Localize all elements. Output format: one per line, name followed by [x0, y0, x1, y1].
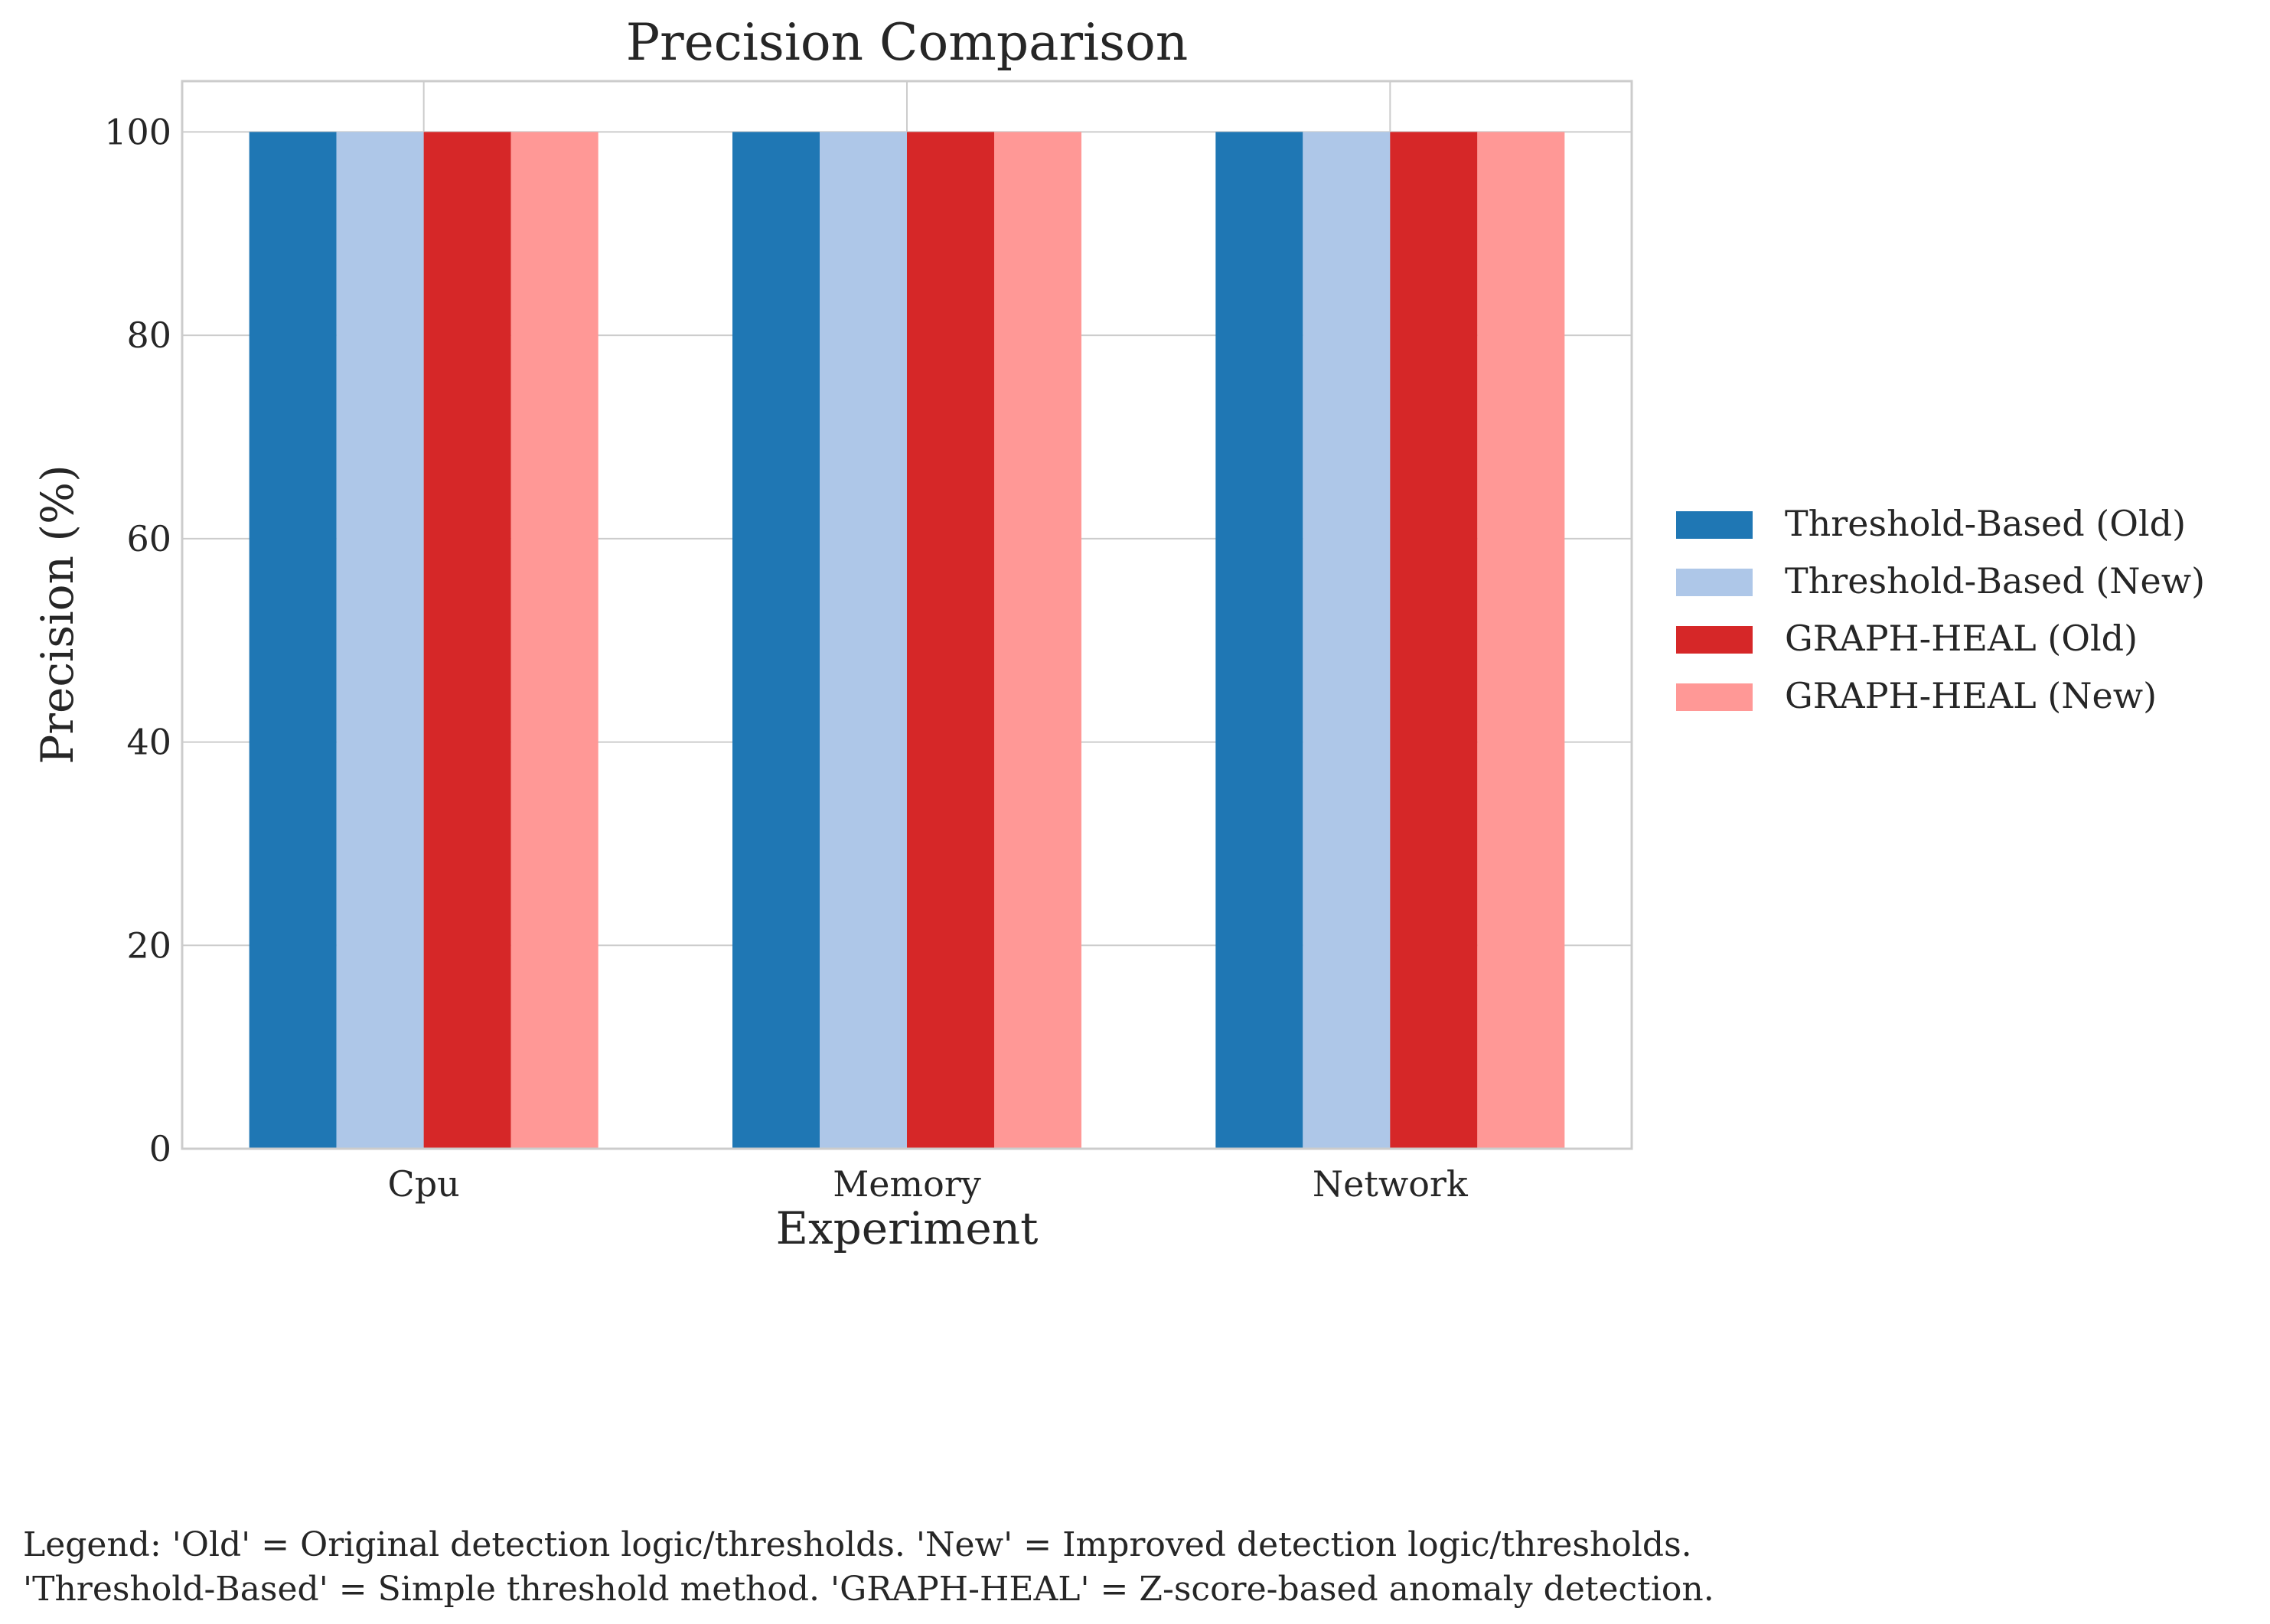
legend-label: Threshold-Based (New) [1785, 560, 2205, 602]
x-tick-label: Network [1313, 1163, 1469, 1205]
bar [249, 132, 337, 1149]
legend-swatch [1676, 569, 1753, 596]
y-tick-label: 40 [126, 722, 171, 763]
legend-label: GRAPH-HEAL (Old) [1785, 618, 2138, 659]
y-tick-label: 60 [126, 518, 171, 559]
y-tick-label: 80 [126, 315, 171, 356]
plot-frame [181, 80, 1633, 1150]
bar [732, 132, 820, 1149]
bar [510, 132, 598, 1149]
x-tick-label: Memory [833, 1163, 981, 1205]
bar [994, 132, 1081, 1149]
chart-title: Precision Comparison [626, 13, 1188, 72]
bar [1303, 132, 1391, 1149]
bar [1390, 132, 1478, 1149]
bars [249, 132, 1565, 1149]
bar [336, 132, 424, 1149]
legend-swatch [1676, 511, 1753, 539]
bar [423, 132, 511, 1149]
bar [1477, 132, 1565, 1149]
y-axis-label: Precision (%) [31, 465, 83, 765]
y-tick-labels: 0 20 40 60 80 100 [104, 111, 171, 1169]
x-tick-labels: Cpu Memory Network [388, 1163, 1469, 1205]
x-axis-label: Experiment [776, 1202, 1039, 1254]
bar [820, 132, 907, 1149]
bar [907, 132, 994, 1149]
footnote-line-1: Legend: 'Old' = Original detection logic… [23, 1525, 1692, 1564]
y-tick-label: 20 [126, 925, 171, 966]
legend-label: Threshold-Based (Old) [1785, 503, 2186, 544]
legend: Threshold-Based (Old) Threshold-Based (Ne… [1676, 503, 2205, 716]
y-tick-label: 100 [104, 111, 171, 152]
bar [1215, 132, 1303, 1149]
footnote-line-2: 'Threshold-Based' = Simple threshold met… [23, 1570, 1714, 1609]
footnote: Legend: 'Old' = Original detection logic… [23, 1523, 1714, 1612]
legend-swatch [1676, 626, 1753, 654]
legend-swatch [1676, 683, 1753, 711]
x-tick-label: Cpu [388, 1163, 460, 1205]
y-tick-label: 0 [149, 1128, 171, 1169]
legend-label: GRAPH-HEAL (New) [1785, 675, 2157, 716]
